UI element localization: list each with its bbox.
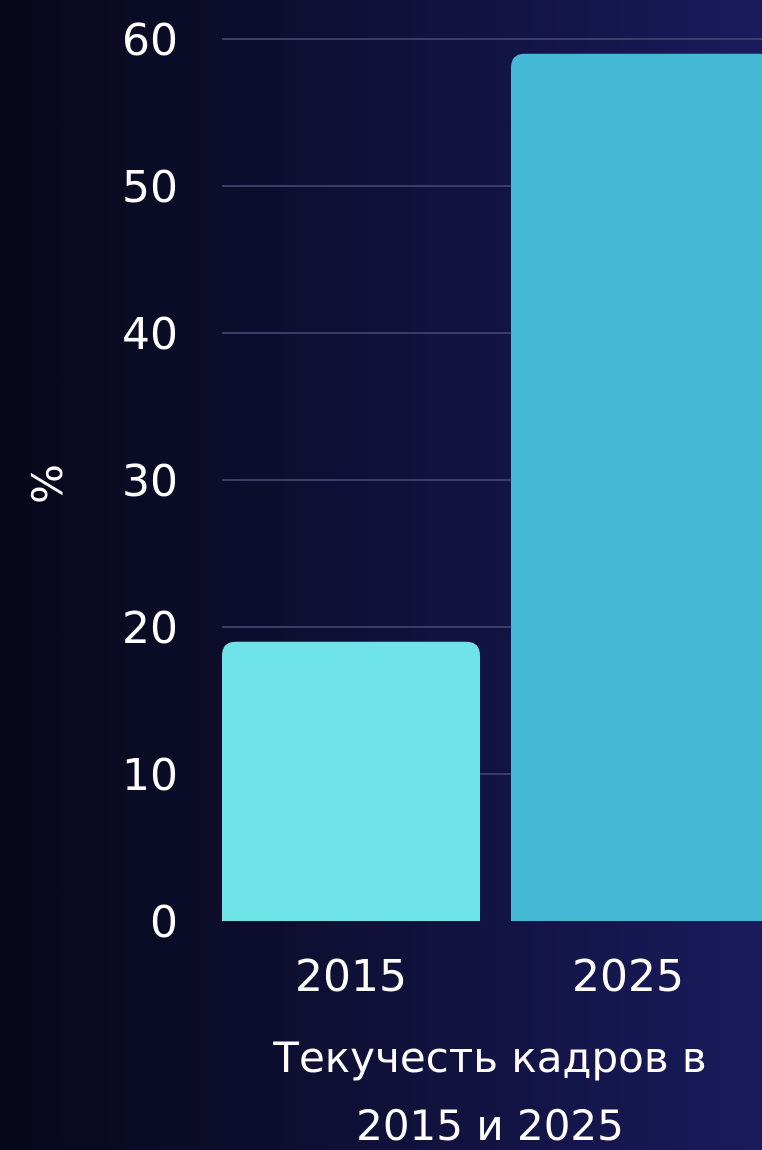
x-axis-title: Текучесть кадров в 2015 и 2025 [272, 1033, 706, 1150]
y-tick-label: 50 [122, 162, 178, 213]
bar-2015 [222, 641, 480, 921]
y-tick-label: 40 [122, 309, 178, 360]
bar-2025 [511, 53, 762, 921]
y-tick-label: 0 [150, 897, 178, 948]
y-axis-ticks: 0 10 20 30 40 50 60 [122, 15, 178, 948]
x-category-label: 2025 [572, 951, 684, 1002]
y-axis-title: % [23, 464, 72, 504]
bars [222, 53, 762, 921]
y-tick-label: 60 [122, 15, 178, 66]
y-tick-label: 10 [122, 750, 178, 801]
y-tick-label: 30 [122, 456, 178, 507]
x-category-label: 2015 [295, 951, 407, 1002]
x-axis-categories: 2015 2025 [295, 951, 684, 1002]
y-tick-label: 20 [122, 603, 178, 654]
